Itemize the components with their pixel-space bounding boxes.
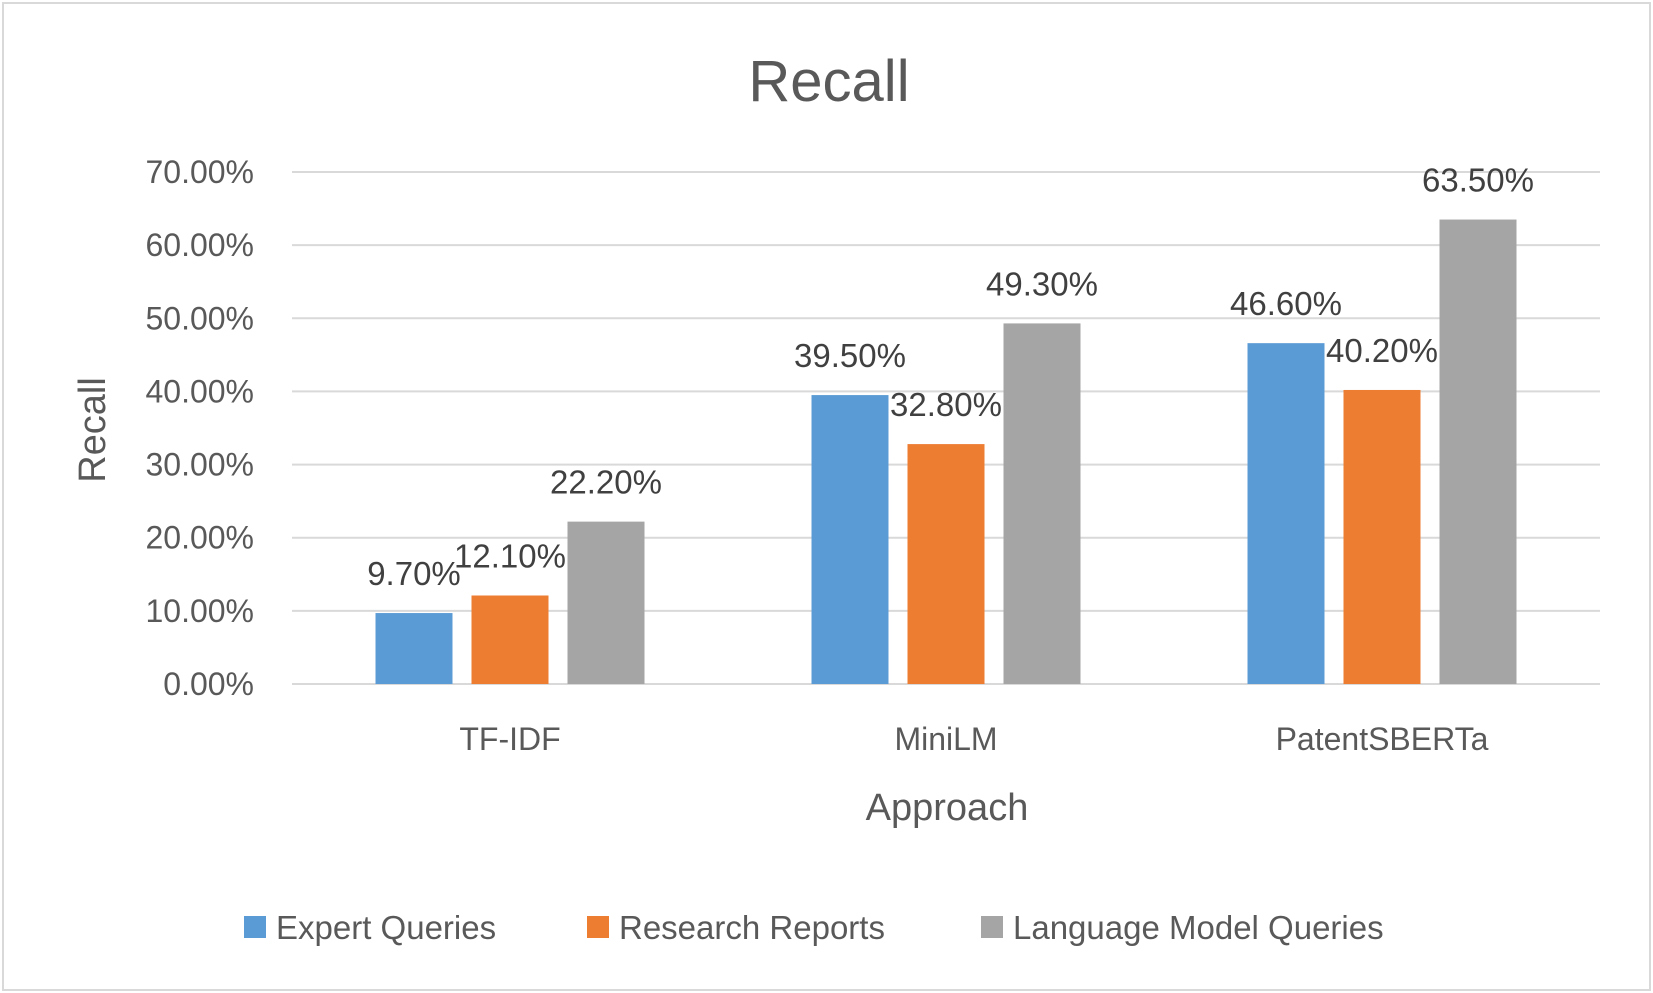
- y-tick-label: 70.00%: [145, 154, 254, 190]
- bar-patentsberta-expert-queries: [1247, 343, 1325, 684]
- data-label: 63.50%: [1422, 162, 1534, 199]
- y-axis-title: Recall: [72, 377, 114, 483]
- legend-swatch: [587, 916, 609, 938]
- legend: Expert Queries Research Reports Language M…: [244, 909, 1384, 946]
- category-label: MiniLM: [894, 721, 997, 757]
- data-label: 39.50%: [794, 337, 906, 374]
- y-tick-label: 10.00%: [145, 593, 254, 629]
- bar-tf-idf-expert-queries: [375, 613, 453, 684]
- y-tick-label: 0.00%: [163, 666, 254, 702]
- chart-title: Recall: [748, 49, 909, 114]
- bar-patentsberta-research-reports: [1343, 389, 1421, 684]
- category-labels: TF-IDF MiniLM PatentSBERTa: [459, 721, 1488, 757]
- bars: [375, 219, 1517, 685]
- bar-patentsberta-language-model-queries: [1439, 219, 1517, 685]
- bar-minilm-research-reports: [907, 444, 985, 684]
- data-label: 49.30%: [986, 265, 1098, 302]
- data-label: 22.20%: [550, 464, 662, 501]
- y-axis-ticks: 0.00% 10.00% 20.00% 30.00% 40.00% 50.00% 60.00…: [145, 154, 254, 702]
- legend-swatch: [244, 916, 266, 938]
- y-tick-label: 30.00%: [145, 447, 254, 483]
- legend-label: Research Reports: [619, 909, 885, 946]
- legend-label: Expert Queries: [276, 909, 496, 946]
- y-tick-label: 60.00%: [145, 227, 254, 263]
- recall-bar-chart: Recall Recall Approach 0.00% 10.00% 20.00%…: [72, 49, 1600, 946]
- legend-swatch: [981, 916, 1003, 938]
- y-tick-label: 40.00%: [145, 373, 254, 409]
- legend-label: Language Model Queries: [1013, 909, 1384, 946]
- y-tick-label: 20.00%: [145, 520, 254, 556]
- bar-tf-idf-research-reports: [471, 595, 549, 684]
- bar-minilm-expert-queries: [811, 395, 889, 684]
- bar-tf-idf-language-model-queries: [567, 521, 645, 684]
- data-label: 46.60%: [1230, 285, 1342, 322]
- category-label: TF-IDF: [459, 721, 560, 757]
- data-label: 32.80%: [890, 386, 1002, 423]
- data-label: 40.20%: [1326, 332, 1438, 369]
- x-axis-title: Approach: [866, 787, 1029, 829]
- y-tick-label: 50.00%: [145, 300, 254, 336]
- bar-minilm-language-model-queries: [1003, 323, 1081, 684]
- data-labels: 9.70%12.10% 22.20% 39.50% 32.80% 49.30% 46.60…: [367, 162, 1534, 593]
- data-label: 12.10%: [454, 537, 566, 574]
- data-label: 9.70%: [367, 555, 461, 592]
- category-label: PatentSBERTa: [1276, 721, 1489, 757]
